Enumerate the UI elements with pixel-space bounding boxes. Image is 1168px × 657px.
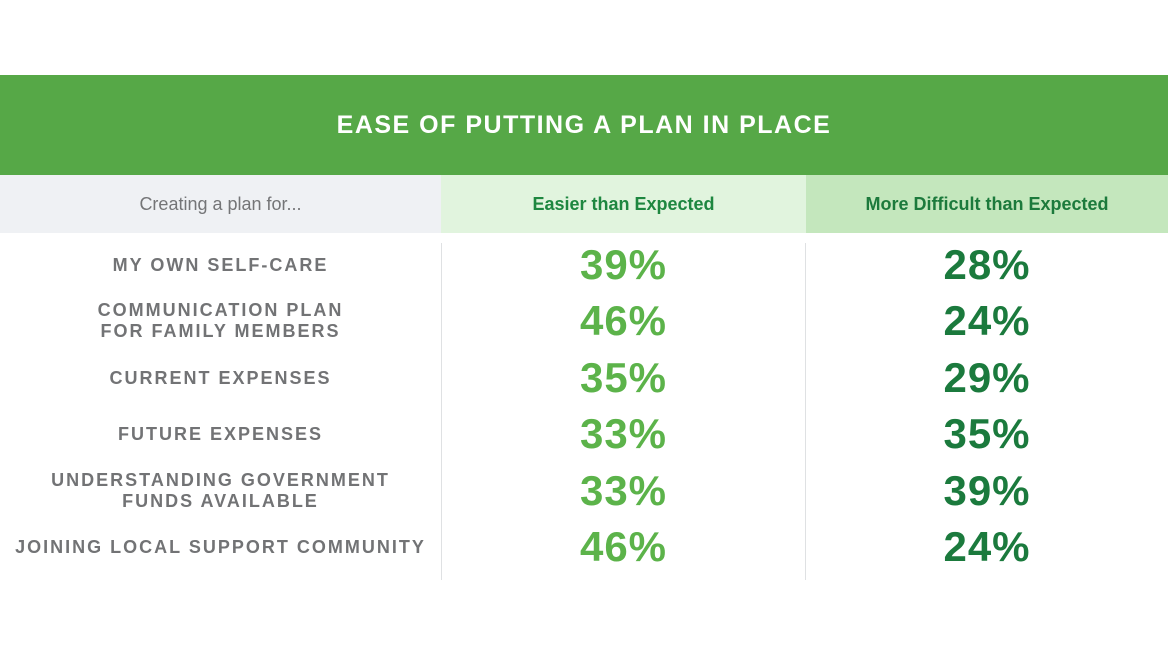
easier-value: 46% bbox=[579, 297, 668, 344]
table-row: UNDERSTANDING GOVERNMENT FUNDS AVAILABLE… bbox=[0, 463, 1168, 519]
row-label: JOINING LOCAL SUPPORT COMMUNITY bbox=[15, 536, 426, 557]
table-row: JOINING LOCAL SUPPORT COMMUNITY 46% 24% bbox=[0, 519, 1168, 575]
row-label: COMMUNICATION PLAN FOR FAMILY MEMBERS bbox=[97, 300, 344, 341]
column-divider-1 bbox=[441, 243, 442, 580]
chart-title: EASE OF PUTTING A PLAN IN PLACE bbox=[336, 110, 832, 139]
header-easier: Easier than Expected bbox=[441, 175, 806, 233]
row-label: UNDERSTANDING GOVERNMENT FUNDS AVAILABLE bbox=[51, 470, 390, 511]
table-row: MY OWN SELF-CARE 39% 28% bbox=[0, 237, 1168, 293]
header-difficult: More Difficult than Expected bbox=[806, 175, 1168, 233]
difficult-value: 24% bbox=[943, 297, 1031, 344]
difficult-value: 39% bbox=[943, 467, 1031, 514]
easier-value: 39% bbox=[579, 241, 668, 288]
table-header: Creating a plan for... Easier than Expec… bbox=[0, 175, 1168, 233]
difficult-value: 24% bbox=[943, 523, 1031, 570]
easier-value: 33% bbox=[579, 410, 668, 457]
header-category: Creating a plan for... bbox=[0, 175, 441, 233]
row-label: CURRENT EXPENSES bbox=[109, 367, 332, 388]
easier-value: 33% bbox=[579, 467, 668, 514]
easier-value: 46% bbox=[579, 523, 668, 570]
row-label: FUTURE EXPENSES bbox=[117, 423, 324, 444]
table-row: FUTURE EXPENSES 33% 35% bbox=[0, 406, 1168, 462]
title-banner: EASE OF PUTTING A PLAN IN PLACE bbox=[0, 75, 1168, 175]
row-label: MY OWN SELF-CARE bbox=[112, 254, 329, 275]
difficult-value: 29% bbox=[943, 354, 1031, 401]
table-row: COMMUNICATION PLAN FOR FAMILY MEMBERS 46%… bbox=[0, 293, 1168, 349]
column-divider-2 bbox=[805, 243, 806, 580]
difficult-value: 35% bbox=[943, 410, 1031, 457]
easier-value: 35% bbox=[579, 354, 668, 401]
table-row: CURRENT EXPENSES 35% 29% bbox=[0, 350, 1168, 406]
difficult-value: 28% bbox=[943, 241, 1031, 288]
